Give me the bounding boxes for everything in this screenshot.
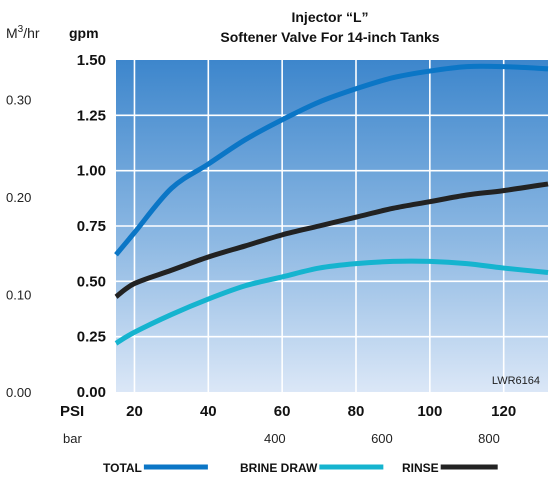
y-unit-m3: M3/hr (6, 24, 40, 41)
legend-item-total: TOTAL (103, 461, 208, 475)
legend: TOTAL BRINE DRAW RINSE (103, 461, 498, 475)
y-unit-m3-tail: /hr (23, 25, 40, 41)
psi-tick-label: 80 (348, 403, 365, 420)
gpm-tick-label: 1.25 (77, 107, 106, 124)
legend-item-brine-draw: BRINE DRAW (240, 461, 384, 475)
x-unit-bar: bar (63, 431, 82, 446)
gpm-tick-label: 1.50 (77, 52, 106, 69)
gpm-tick-label: 0.00 (77, 384, 106, 401)
bar-axis-ticks: 40060080010001200140016001800 (264, 431, 500, 446)
bar-tick-label: 800 (478, 431, 500, 446)
bar-tick-label: 400 (264, 431, 286, 446)
y-unit-m3-base: M (6, 25, 18, 41)
y-unit-m3-sup: 3 (18, 24, 24, 35)
series-line-total (114, 63, 549, 257)
gpm-tick-label: 0.50 (77, 273, 106, 290)
legend-item-rinse: RINSE (402, 461, 498, 475)
psi-tick-label: 120 (491, 403, 516, 420)
psi-tick-label: 100 (417, 403, 442, 420)
psi-axis-ticks: 20 40 60 80 100 120 (126, 403, 516, 420)
legend-label: RINSE (402, 461, 439, 475)
series-line-rinse (114, 181, 549, 299)
m3-tick-label: 0.00 (6, 385, 31, 400)
watermark-code: LWR6164 (492, 375, 540, 387)
m3-tick-label: 0.20 (6, 190, 31, 205)
legend-label: BRINE DRAW (240, 461, 318, 475)
chart-title: Injector “L” (291, 9, 368, 25)
plot-grid (116, 60, 548, 392)
series-lines (114, 63, 549, 346)
psi-tick-label: 20 (126, 403, 143, 420)
m3-axis-ticks: 0.00 0.10 0.20 0.30 (6, 93, 31, 400)
bar-tick-label: 600 (371, 431, 393, 446)
m3-tick-label: 0.30 (6, 93, 31, 108)
psi-tick-label: 60 (274, 403, 291, 420)
m3-tick-label: 0.10 (6, 288, 31, 303)
gpm-tick-label: 0.25 (77, 329, 106, 346)
psi-tick-label: 40 (200, 403, 217, 420)
gpm-axis-ticks: 0.00 0.25 0.50 0.75 1.00 1.25 1.50 (77, 52, 106, 401)
chart-subtitle: Softener Valve For 14-inch Tanks (220, 29, 439, 45)
gpm-tick-label: 1.00 (77, 163, 106, 180)
legend-label: TOTAL (103, 461, 142, 475)
y-unit-gpm: gpm (69, 25, 99, 41)
series-line-brine-draw (114, 258, 549, 346)
gpm-tick-label: 0.75 (77, 218, 106, 235)
x-unit-psi: PSI (60, 403, 84, 420)
